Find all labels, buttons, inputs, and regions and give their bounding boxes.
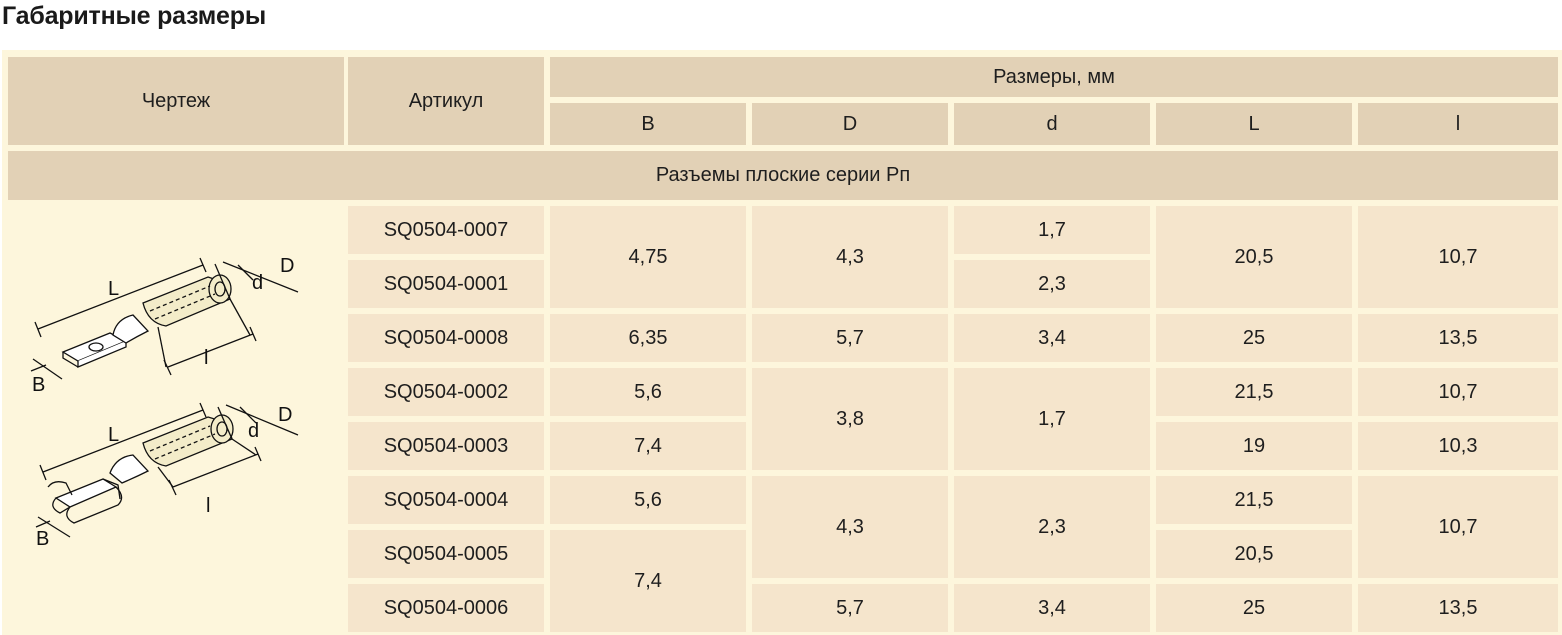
value-cell-d: 1,7 — [954, 368, 1150, 470]
header-col-l: l — [1358, 103, 1558, 145]
drawing-label-D: D — [278, 404, 292, 426]
value-cell-B: 7,4 — [550, 422, 746, 470]
article-cell: SQ0504-0005 — [348, 530, 544, 578]
article-cell: SQ0504-0004 — [348, 476, 544, 524]
header-article: Артикул — [348, 57, 544, 145]
header-sizes: Размеры, мм — [550, 57, 1558, 97]
article-cell: SQ0504-0006 — [348, 584, 544, 632]
section-title: Разъемы плоские серии Рп — [8, 151, 1558, 200]
drawing-label-B: B — [36, 528, 49, 550]
header-drawing: Чертеж — [8, 57, 344, 145]
value-cell-l: 13,5 — [1358, 314, 1558, 362]
value-cell-L: 20,5 — [1156, 206, 1352, 308]
header-col-D: D — [752, 103, 948, 145]
value-cell-d: 1,7 — [954, 206, 1150, 254]
drawing-label-L: L — [108, 278, 119, 300]
value-cell-l: 10,3 — [1358, 422, 1558, 470]
value-cell-d: 2,3 — [954, 476, 1150, 578]
value-cell-L: 21,5 — [1156, 368, 1352, 416]
value-cell-d: 2,3 — [954, 260, 1150, 308]
article-cell: SQ0504-0008 — [348, 314, 544, 362]
value-cell-l: 10,7 — [1358, 206, 1558, 308]
value-cell-D: 4,3 — [752, 206, 948, 308]
drawing-label-l: l — [204, 347, 208, 369]
article-cell: SQ0504-0001 — [348, 260, 544, 308]
value-cell-d: 3,4 — [954, 584, 1150, 632]
dimensions-table: Чертеж Артикул Размеры, мм B D d L l Раз… — [2, 50, 1562, 635]
header-col-B: B — [550, 103, 746, 145]
drawing-label-d: d — [248, 420, 259, 442]
value-cell-D: 5,7 — [752, 314, 948, 362]
value-cell-l: 10,7 — [1358, 368, 1558, 416]
drawing-label-d: d — [252, 272, 263, 294]
value-cell-L: 20,5 — [1156, 530, 1352, 578]
value-cell-B: 6,35 — [550, 314, 746, 362]
drawing-label-l: l — [206, 495, 210, 517]
drawing-label-D: D — [280, 255, 294, 277]
value-cell-L: 25 — [1156, 314, 1352, 362]
value-cell-l: 13,5 — [1358, 584, 1558, 632]
article-cell: SQ0504-0003 — [348, 422, 544, 470]
drawing-label-L: L — [108, 424, 119, 446]
value-cell-B: 7,4 — [550, 530, 746, 632]
value-cell-B: 4,75 — [550, 206, 746, 308]
value-cell-l: 10,7 — [1358, 476, 1558, 578]
article-cell: SQ0504-0002 — [348, 368, 544, 416]
value-cell-L: 21,5 — [1156, 476, 1352, 524]
male-connector-figure — [30, 257, 299, 380]
value-cell-B: 5,6 — [550, 368, 746, 416]
female-connector-figure — [35, 402, 299, 538]
page-title: Габаритные размеры — [2, 2, 266, 30]
article-cell: SQ0504-0007 — [348, 206, 544, 254]
value-cell-L: 25 — [1156, 584, 1352, 632]
value-cell-D: 5,7 — [752, 584, 948, 632]
drawing-label-B: B — [32, 374, 45, 396]
value-cell-D: 4,3 — [752, 476, 948, 578]
header-col-L: L — [1156, 103, 1352, 145]
value-cell-B: 5,6 — [550, 476, 746, 524]
header-col-d: d — [954, 103, 1150, 145]
value-cell-d: 3,4 — [954, 314, 1150, 362]
value-cell-L: 19 — [1156, 422, 1352, 470]
connector-drawing: L D d l B L D d l B — [30, 255, 299, 550]
value-cell-D: 3,8 — [752, 368, 948, 470]
